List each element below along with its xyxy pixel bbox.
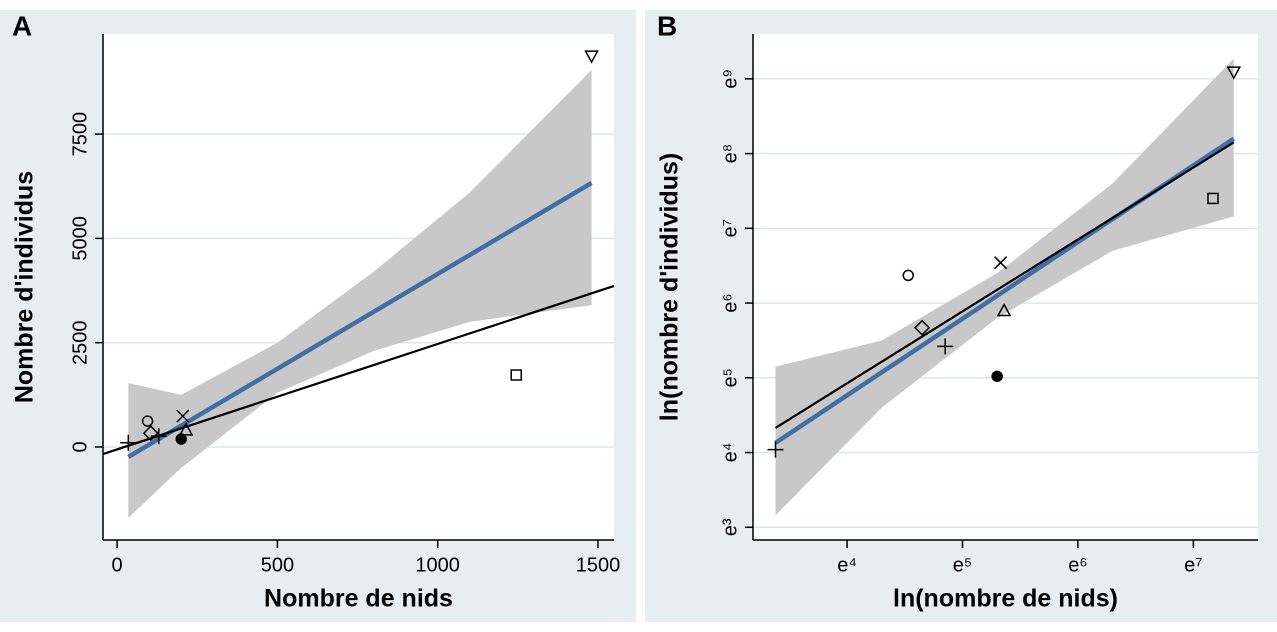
- x-tick-label: 500: [261, 554, 294, 576]
- fit-line: [127, 180, 593, 459]
- y-tick-label: e⁸: [719, 144, 741, 164]
- x-tick-label: e⁶: [1068, 554, 1087, 576]
- panel-label: A: [12, 10, 32, 41]
- point: [176, 409, 190, 423]
- x-tick-label: 1500: [576, 554, 621, 576]
- fit-line: [774, 141, 1235, 429]
- confidence-band: [775, 58, 1234, 516]
- y-tick-label: e⁶: [719, 293, 741, 312]
- x-axis-title: Nombre de nids: [264, 585, 453, 613]
- plot-layer: [753, 58, 1258, 529]
- y-tick-label: 5000: [69, 216, 91, 261]
- y-tick-label: 7500: [69, 112, 91, 157]
- y-tick-label: e⁵: [719, 368, 741, 387]
- y-tick-label: e⁹: [719, 69, 741, 89]
- y-tick-label: 0: [69, 441, 91, 452]
- y-tick-label: 2500: [69, 320, 91, 365]
- x-tick-label: e⁴: [837, 554, 857, 576]
- x-tick-label: 0: [112, 554, 123, 576]
- point: [141, 415, 154, 427]
- point: [902, 269, 915, 282]
- fit-line: [103, 284, 614, 456]
- point: [996, 302, 1012, 317]
- y-tick-label: e⁴: [719, 443, 741, 463]
- x-tick-label: 1000: [415, 554, 460, 576]
- point: [994, 256, 1008, 270]
- x-tick-label: e⁷: [1184, 554, 1202, 576]
- point: [767, 441, 784, 458]
- point: [914, 319, 931, 336]
- point: [150, 428, 167, 445]
- x-tick-label: e⁵: [953, 554, 972, 576]
- point: [120, 434, 137, 451]
- point: [1207, 192, 1219, 205]
- y-tick-label: e³: [719, 518, 741, 536]
- y-axis-title: Nombre d'individus: [11, 171, 39, 403]
- point: [991, 370, 1003, 383]
- plot-layer: [103, 69, 614, 518]
- y-tick-label: e⁷: [719, 219, 741, 237]
- point: [142, 425, 159, 442]
- confidence-band: [128, 69, 592, 518]
- panel-label: B: [657, 10, 677, 41]
- point: [937, 338, 954, 355]
- y-axis-title: ln(nombre d'individus): [656, 153, 684, 421]
- x-axis-title: ln(nombre de nids): [893, 585, 1118, 613]
- point: [178, 422, 194, 436]
- point: [1226, 66, 1242, 80]
- point: [584, 50, 599, 64]
- point: [510, 369, 522, 381]
